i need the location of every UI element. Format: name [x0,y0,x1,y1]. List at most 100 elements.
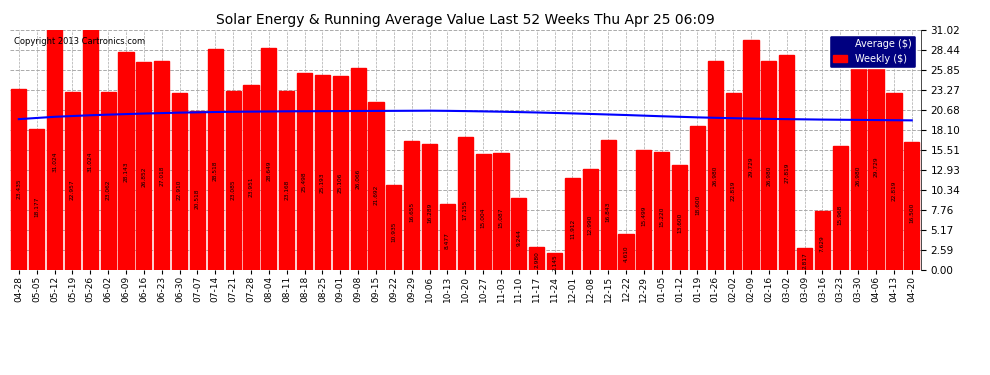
Bar [261,48,276,270]
Text: 22.910: 22.910 [177,180,182,201]
Text: 10.935: 10.935 [391,222,396,242]
Bar [315,75,330,270]
Bar [279,91,294,270]
Text: 2.980: 2.980 [535,251,540,268]
Text: 22.819: 22.819 [731,180,736,201]
Text: 20.518: 20.518 [195,188,200,209]
Text: 23.951: 23.951 [248,176,253,197]
Text: 22.957: 22.957 [70,180,75,200]
Bar [672,165,687,270]
Bar [779,55,794,270]
Text: 18.177: 18.177 [35,196,40,217]
Bar [797,248,812,270]
Bar [726,93,741,270]
Text: 26.980: 26.980 [713,166,718,186]
Bar [333,76,347,270]
Bar [690,126,705,270]
Bar [529,247,545,270]
Text: 27.819: 27.819 [784,163,789,183]
Text: 9.244: 9.244 [517,230,522,246]
Text: 15.968: 15.968 [838,204,842,225]
Text: 21.692: 21.692 [373,184,378,205]
Bar [208,50,223,270]
Bar [226,92,241,270]
Bar [815,211,830,270]
Text: 11.912: 11.912 [570,218,575,238]
Text: 15.220: 15.220 [659,207,664,227]
Bar [547,254,562,270]
Text: 15.087: 15.087 [499,207,504,228]
Bar [297,73,312,270]
Bar [761,61,776,270]
Bar [654,152,669,270]
Bar [386,185,402,270]
Text: 4.610: 4.610 [624,246,629,262]
Bar [601,140,616,270]
Text: 25.193: 25.193 [320,172,325,192]
Text: 25.498: 25.498 [302,171,307,192]
Text: 28.518: 28.518 [213,160,218,181]
Bar [868,40,884,270]
Text: 31.024: 31.024 [88,152,93,172]
Bar [565,178,580,270]
Text: 7.629: 7.629 [820,235,825,252]
Bar [172,93,187,270]
Text: 13.600: 13.600 [677,213,682,233]
Text: 15.499: 15.499 [642,206,646,226]
Bar [850,61,866,270]
Bar [422,144,438,270]
Bar [47,30,62,270]
Bar [708,61,723,270]
Text: 23.062: 23.062 [106,180,111,200]
Bar [119,52,134,270]
Bar [11,88,27,270]
Text: 8.477: 8.477 [445,232,449,249]
Text: 25.106: 25.106 [338,172,343,193]
Text: 17.155: 17.155 [462,200,468,220]
Text: 23.085: 23.085 [231,179,236,200]
Text: Copyright 2013 Cartronics.com: Copyright 2013 Cartronics.com [15,37,146,46]
Text: 16.655: 16.655 [409,202,414,222]
Text: 27.018: 27.018 [159,166,164,186]
Text: 16.843: 16.843 [606,201,611,222]
Bar [101,92,116,270]
Legend: Average ($), Weekly ($): Average ($), Weekly ($) [829,35,916,68]
Bar [244,85,258,270]
Bar [440,204,455,270]
Bar [904,142,920,270]
Bar [475,154,491,270]
Bar [743,40,758,270]
Bar [511,198,527,270]
Bar [137,62,151,270]
Text: 29.729: 29.729 [748,156,753,177]
Bar [833,147,847,270]
Text: 31.024: 31.024 [52,152,57,172]
Bar [29,129,45,270]
Bar [493,153,509,270]
Text: 26.066: 26.066 [355,169,360,189]
Text: 28.649: 28.649 [266,160,271,180]
Bar [190,111,205,270]
Text: 15.004: 15.004 [481,207,486,228]
Text: 26.980: 26.980 [766,166,771,186]
Text: 26.980: 26.980 [855,166,860,186]
Bar [154,61,169,270]
Text: 2.817: 2.817 [802,252,807,268]
Text: 29.729: 29.729 [873,156,878,177]
Text: 26.852: 26.852 [142,166,147,187]
Title: Solar Energy & Running Average Value Last 52 Weeks Thu Apr 25 06:09: Solar Energy & Running Average Value Las… [216,13,715,27]
Bar [619,234,634,270]
Bar [637,150,651,270]
Text: 16.289: 16.289 [427,203,432,223]
Bar [350,68,365,270]
Bar [368,102,383,270]
Bar [83,30,98,270]
Bar [886,93,902,270]
Text: 28.143: 28.143 [124,162,129,182]
Text: 22.819: 22.819 [891,180,896,201]
Text: 12.990: 12.990 [588,214,593,235]
Text: 16.500: 16.500 [909,202,915,223]
Bar [457,137,473,270]
Text: 23.168: 23.168 [284,179,289,200]
Bar [404,141,420,270]
